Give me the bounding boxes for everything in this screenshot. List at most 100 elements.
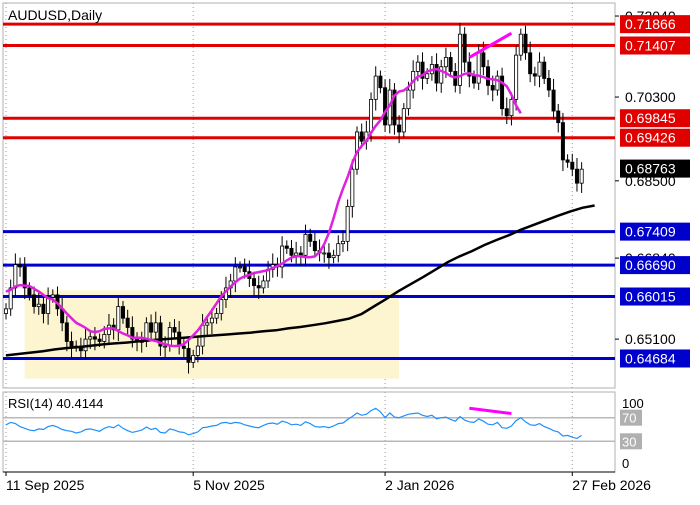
candle-body [532,73,537,77]
candle-body [392,89,397,126]
candle-body [181,345,186,349]
candle-body [88,336,93,340]
rsi-level-label: 30 [622,434,636,449]
candle-body [401,108,406,133]
support-label-box [620,349,690,368]
candle-body [27,287,32,296]
candle-body [116,306,121,331]
rsi-label: RSI(14) 40.4144 [8,396,103,411]
candle-body [195,345,200,356]
candle-body [242,266,247,273]
candle-body [18,264,23,268]
support-label: 0.67409 [625,224,676,240]
rsi-divergence-line [469,406,512,416]
candle-body [214,313,219,319]
candle-body [92,336,97,340]
rsi-level-label: 70 [622,411,636,426]
candle-body [462,33,467,63]
candle-body [8,287,13,310]
candle-body [383,87,388,126]
candle-body [490,85,495,91]
candle-body [500,75,505,110]
candle-body [106,324,111,335]
candle-body [294,252,299,256]
candle-body [481,52,486,68]
y-tick-label: 0.65100 [625,331,676,347]
candle-body [340,240,345,245]
candle-body [448,57,453,72]
support-label-box [620,256,690,275]
y-tick-label: 0.70300 [625,89,676,105]
candle-body [130,327,135,340]
candle-body [69,341,74,347]
candle-body [41,303,46,314]
x-tick-label: 27 Feb 2026 [572,477,651,493]
price-divergence-line [468,31,513,59]
resistance-label-box [620,15,690,34]
candle-body [167,327,172,347]
candle-body [406,89,411,110]
candle-body [205,322,210,326]
candle-body [467,61,472,77]
candle-body [397,124,402,133]
rsi-level-box [620,433,642,450]
ma-fast-line [5,67,522,348]
resistance-label: 0.71407 [625,38,676,54]
rsi-axis-tick: 100 [622,396,644,411]
candle-body [537,61,542,77]
candle-body [509,98,514,117]
candle-body [125,317,130,328]
resistance-label-box [620,109,690,128]
rsi-line [5,407,582,440]
candle-body [574,168,579,184]
candle-body [542,61,547,79]
candle-body [560,122,565,161]
candle-body [514,54,519,100]
candle-body [256,285,261,289]
candle-body [36,303,41,307]
candle-body [495,75,500,91]
current-price-label: 0.68763 [625,161,676,177]
candle-body [556,110,561,124]
candle-body [121,306,126,319]
candle-body [22,266,27,289]
candle-body [425,73,430,79]
level-labels: 0.71866 0.71407 0.69845 0.69426 0.67409 0.666… [620,15,690,368]
candle-body [420,61,425,79]
vertical-gridlines [5,3,573,472]
candle-body [186,348,191,363]
candle-body [326,252,331,259]
x-tick-label: 11 Sep 2025 [6,477,85,493]
candle-body [336,243,341,256]
candle-body [443,57,448,68]
candle-body [434,64,439,84]
candle-body [32,294,37,307]
candle-body [298,252,303,256]
chart-title: AUDUSD,Daily [8,7,102,23]
candle-body [284,245,289,249]
support-label: 0.64684 [625,350,676,366]
x-tick-label: 2 Jan 2026 [385,477,454,493]
support-label: 0.66015 [625,289,676,305]
candle-body [4,308,9,314]
candle-body [359,131,364,142]
candle-body [565,159,570,163]
candle-body [345,206,350,242]
candle-body [102,334,107,342]
rsi-axis-ticks: 70 30 100 0 [620,396,644,471]
current-price-label-box [620,159,690,178]
support-label: 0.66690 [625,257,676,273]
candle-body [261,280,266,289]
candle-body [303,233,308,256]
candle-body [312,240,317,252]
rsi-levels [3,416,615,443]
candle-body [373,75,378,100]
ma-slow-line [5,204,595,357]
resistance-label: 0.69845 [625,110,676,126]
candle-body [331,254,336,259]
candle-body [457,33,462,86]
resistance-label: 0.69426 [625,130,676,146]
candle-body [219,299,224,314]
support-label-box [620,287,690,306]
candle-body [191,355,196,363]
